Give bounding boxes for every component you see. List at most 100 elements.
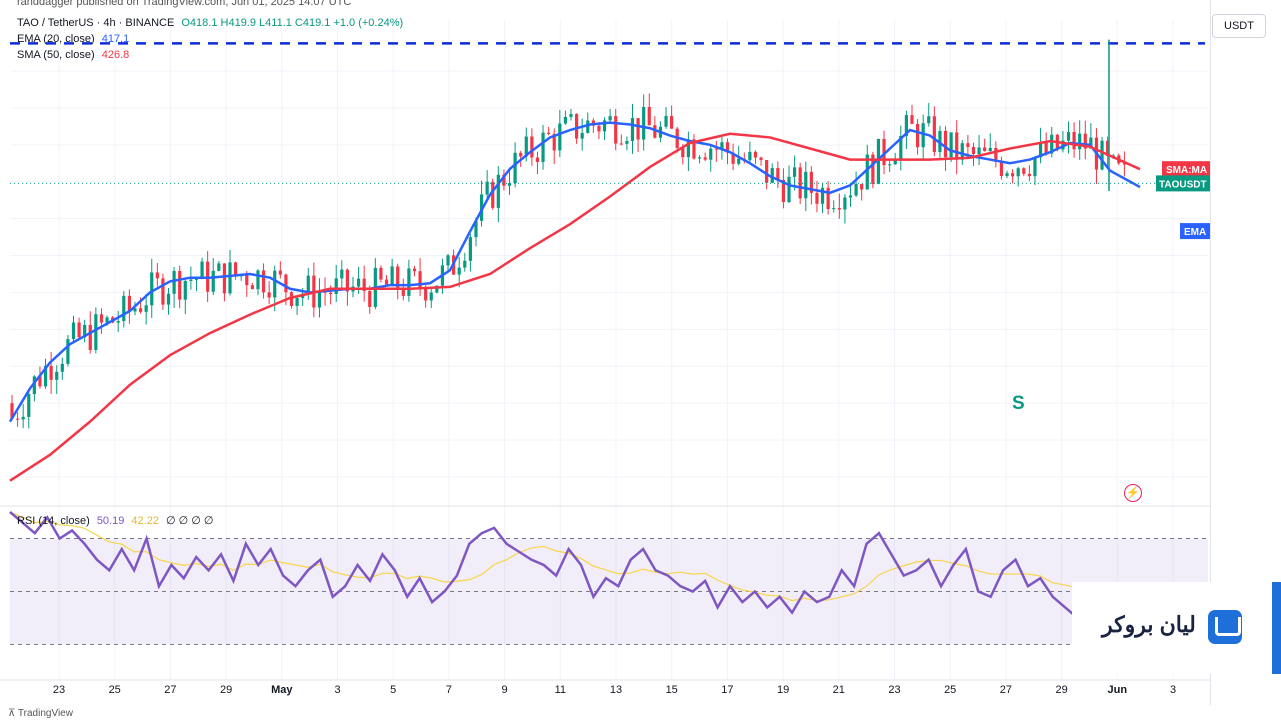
- rsi-legend[interactable]: RSI (14, close) 50.19 42.22 ∅ ∅ ∅ ∅: [17, 514, 214, 527]
- candle-body: [66, 339, 70, 364]
- time-tick-label: 9: [502, 684, 508, 696]
- time-tick-label: 15: [666, 684, 678, 696]
- candle-body: [306, 275, 310, 294]
- candle-body: [368, 291, 372, 307]
- candle-body: [94, 314, 98, 350]
- time-tick-label: 23: [53, 684, 65, 696]
- candle-body: [1100, 140, 1104, 170]
- candle-body: [211, 270, 215, 292]
- sma-legend-label: SMA (50, close): [17, 49, 95, 61]
- candle-body: [49, 365, 53, 380]
- symbol-header: TAO / TetherUS · 4h · BINANCE O418.1 H41…: [17, 17, 403, 29]
- published-line: randdagger published on TradingView.com,…: [17, 0, 352, 8]
- time-tick-label: 7: [446, 684, 452, 696]
- candle-body: [630, 118, 635, 141]
- candle-body: [753, 151, 758, 158]
- candle-body: [893, 160, 897, 165]
- candle-body: [921, 123, 925, 148]
- candle-body: [619, 143, 623, 145]
- candle-body: [334, 278, 338, 294]
- candle-body: [496, 174, 500, 208]
- time-tick-label: 27: [1000, 684, 1012, 696]
- ohlc-values: O418.1 H419.9 L411.1 C419.1 +1.0 (+0.24%…: [181, 17, 404, 29]
- rsi-ma-legend-value: 42.22: [131, 515, 159, 527]
- sma-legend[interactable]: SMA (50, close) 426.8: [17, 49, 129, 61]
- candle-body: [1033, 157, 1037, 177]
- time-tick-label: 29: [220, 684, 232, 696]
- candle-body: [424, 287, 428, 301]
- candle-body: [843, 197, 847, 210]
- candle-body: [915, 123, 920, 148]
- currency-unit-button[interactable]: USDT: [1212, 14, 1266, 38]
- candle-body: [1106, 140, 1110, 157]
- candle-body: [379, 267, 383, 280]
- candle-body: [871, 154, 875, 184]
- candle-body: [720, 142, 724, 149]
- candle-body: [820, 187, 825, 204]
- candle-body: [636, 118, 640, 140]
- candle-body: [860, 184, 864, 190]
- sma-tag-label-bg: [1162, 161, 1210, 178]
- candle-body: [966, 143, 970, 148]
- time-tick-label: Jun: [1108, 684, 1128, 696]
- candle-body: [194, 278, 199, 280]
- candle-body: [502, 174, 506, 186]
- candle-body: [55, 371, 59, 380]
- candle-body: [625, 140, 629, 144]
- ema-line: [8, 121, 1141, 423]
- logo-text: لیان بروکر: [1102, 612, 1196, 637]
- lightning-icon[interactable]: ⚡: [1124, 484, 1142, 502]
- candle-body: [697, 157, 702, 159]
- candle-body: [770, 168, 774, 183]
- tradingview-footer: ⊼ TradingView: [8, 708, 73, 719]
- candle-body: [43, 365, 48, 387]
- time-tick-label: 29: [1055, 684, 1067, 696]
- candle-body: [1016, 168, 1020, 177]
- candle-body: [77, 322, 81, 338]
- last-tag-label: TAOUSDT: [1159, 179, 1207, 190]
- candle-body: [949, 132, 953, 158]
- sma-line: [9, 132, 1141, 482]
- candle-body: [166, 293, 171, 305]
- candle-body: [1066, 131, 1071, 141]
- candle-body: [340, 269, 344, 279]
- candle-body: [1022, 168, 1026, 174]
- candle-body: [524, 136, 528, 157]
- candle-body: [664, 115, 668, 127]
- candle-body: [569, 114, 573, 117]
- candle-body: [714, 148, 718, 150]
- candle-body: [289, 292, 294, 306]
- candle-body: [178, 270, 182, 300]
- candle-body: [256, 270, 260, 290]
- candle-body: [485, 181, 489, 195]
- time-tick-label: 11: [555, 684, 566, 696]
- candle-body: [245, 275, 249, 286]
- time-tick-label: 25: [109, 684, 121, 696]
- candle-body: [798, 167, 802, 199]
- brand-bar: [1270, 582, 1281, 674]
- candle-body: [837, 208, 841, 210]
- time-tick-label: 23: [888, 684, 900, 696]
- candle-body: [474, 220, 478, 238]
- logo-icon: [1208, 610, 1242, 644]
- candle-body: [865, 154, 869, 190]
- candle-body: [222, 263, 227, 294]
- candle-body: [1005, 173, 1009, 176]
- candle-body: [653, 125, 657, 138]
- candle-body: [284, 274, 288, 293]
- candle-body: [692, 139, 696, 159]
- ema-legend[interactable]: EMA (20, close) 417.1: [17, 33, 129, 45]
- ema-legend-label: EMA (20, close): [17, 33, 95, 45]
- candle-body: [1011, 173, 1015, 177]
- candle-body: [614, 116, 618, 144]
- time-tick-label: 25: [944, 684, 956, 696]
- candle-body: [927, 116, 931, 124]
- candle-body: [971, 147, 976, 155]
- candle-body: [83, 324, 87, 338]
- candle-body: [670, 115, 674, 129]
- candle-body: [1083, 133, 1087, 149]
- candle-body: [217, 263, 221, 271]
- candle-body: [1050, 134, 1054, 154]
- symbol-label[interactable]: TAO / TetherUS · 4h · BINANCE: [17, 17, 175, 29]
- candle-body: [709, 148, 713, 160]
